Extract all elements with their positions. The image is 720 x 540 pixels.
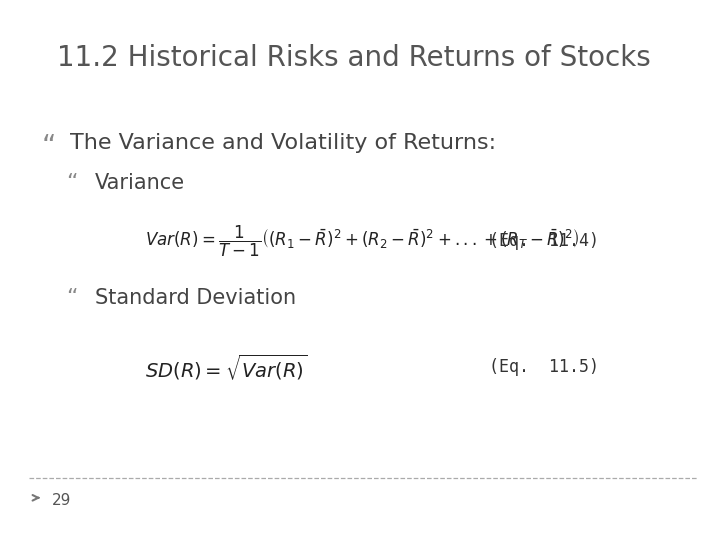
Text: (Eq.  11.5): (Eq. 11.5)	[489, 359, 599, 376]
Text: The Variance and Volatility of Returns:: The Variance and Volatility of Returns:	[70, 133, 495, 153]
Text: (Eq.  11.4): (Eq. 11.4)	[489, 232, 599, 250]
Text: “: “	[66, 288, 78, 308]
Text: “: “	[41, 133, 55, 161]
Text: 11.2 Historical Risks and Returns of Stocks: 11.2 Historical Risks and Returns of Sto…	[57, 44, 651, 72]
Text: $SD(R)=\sqrt{Var(R)}$: $SD(R)=\sqrt{Var(R)}$	[145, 353, 307, 382]
Text: Standard Deviation: Standard Deviation	[94, 288, 296, 308]
Text: “: “	[66, 173, 78, 193]
Text: $Var(R)=\dfrac{1}{T-1}\left((R_1-\bar{R})^2+(R_2-\bar{R})^2+...+(R_T-\bar{R})^2\: $Var(R)=\dfrac{1}{T-1}\left((R_1-\bar{R}…	[145, 224, 579, 259]
Text: 29: 29	[52, 493, 71, 508]
Text: Variance: Variance	[94, 173, 184, 193]
